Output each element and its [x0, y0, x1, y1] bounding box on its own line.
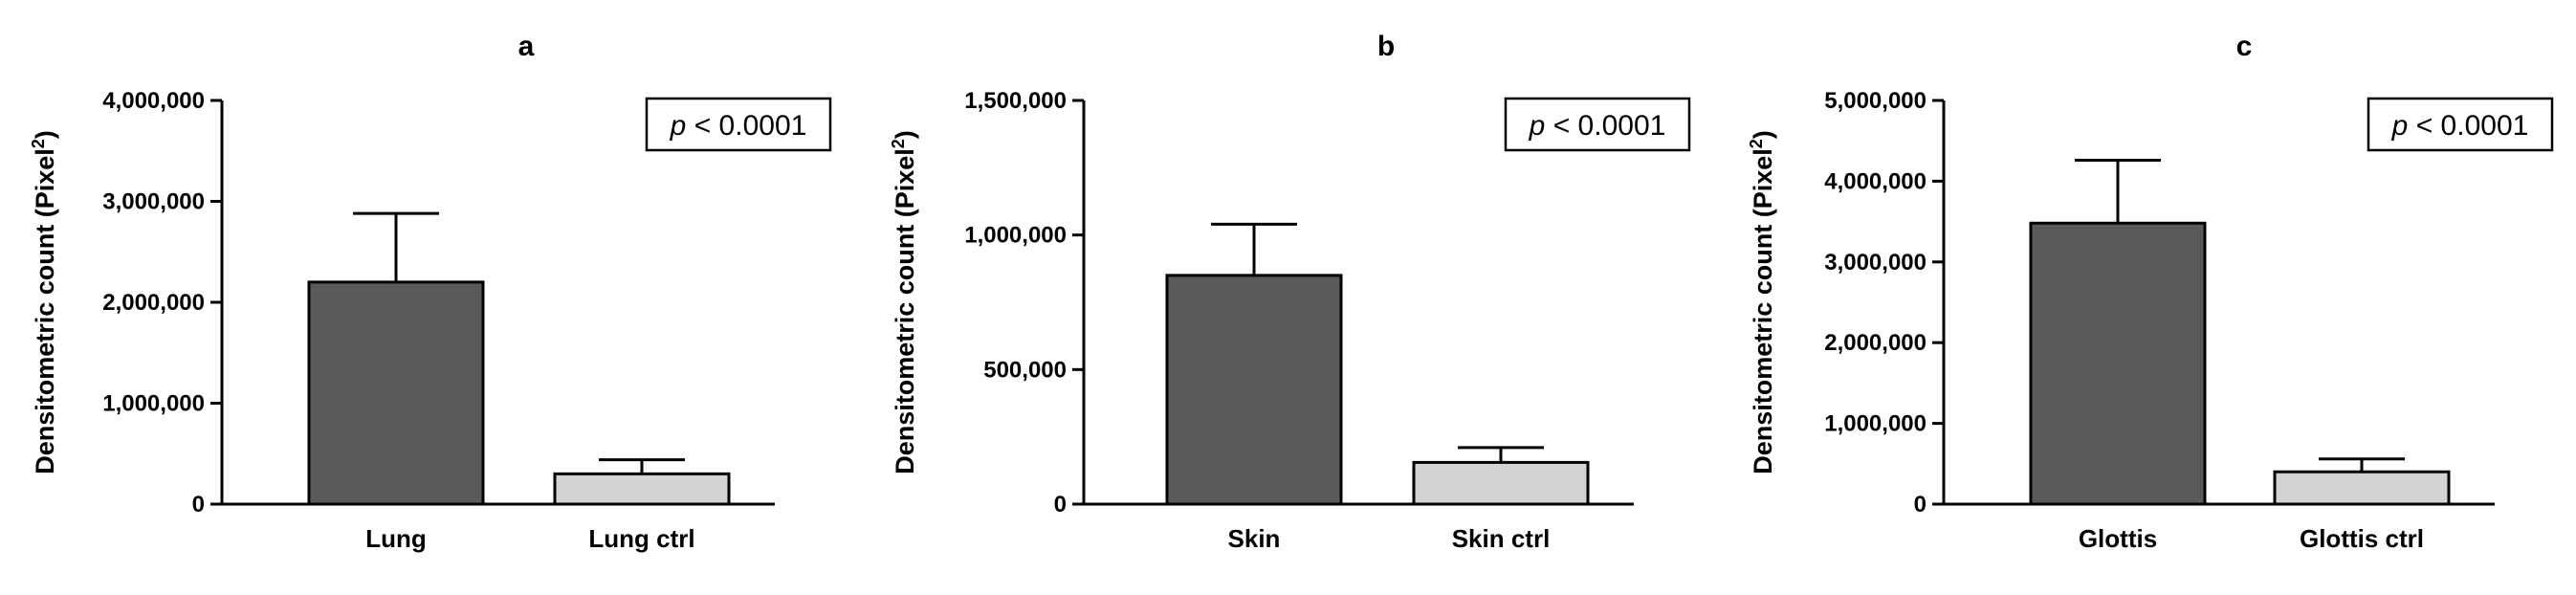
category-label-1: Glottis ctrl [2300, 524, 2424, 553]
y-tick-label: 3,000,000 [102, 189, 205, 215]
panel-title: a [518, 31, 535, 62]
y-tick-label: 4,000,000 [102, 88, 205, 114]
chart-panel-a: a Densitometric count (Pixel2) Lung Lung ct… [29, 31, 832, 553]
bar-1 [2273, 470, 2451, 506]
bar-1 [553, 472, 731, 506]
chart-panel-c: c Densitometric count (Pixel2) Glottis Glot… [1747, 31, 2554, 553]
panel-title: b [1377, 31, 1395, 62]
y-axis-label: Densitometric count (Pixel2) [29, 130, 59, 474]
p-value-box [1504, 97, 1691, 152]
p-value-box [2367, 97, 2554, 152]
p-value-annotation: p < 0.0001 [2391, 110, 2529, 142]
y-tick-label: 2,000,000 [102, 290, 205, 316]
y-tick-label: 1,000,000 [964, 223, 1067, 249]
y-tick-label: 1,000,000 [102, 391, 205, 417]
p-value-box [645, 97, 832, 152]
p-value-annotation: p < 0.0001 [670, 110, 807, 142]
y-axis-label: Densitometric count (Pixel2) [889, 130, 919, 474]
y-tick-label: 3,000,000 [1824, 250, 1926, 275]
y-tick-label: 500,000 [983, 357, 1067, 383]
y-tick-label: 0 [192, 492, 205, 518]
bar-0 [307, 280, 485, 506]
y-tick-label: 0 [1054, 492, 1067, 518]
bar-0 [2029, 221, 2207, 506]
p-value-annotation: p < 0.0001 [1529, 110, 1666, 142]
category-label-0: Lung [365, 524, 427, 553]
category-label-1: Lung ctrl [588, 524, 694, 553]
y-tick-label: 4,000,000 [1824, 168, 1926, 194]
y-tick-label: 5,000,000 [1824, 88, 1926, 114]
bar-1 [1412, 460, 1590, 506]
category-label-0: Glottis [2079, 524, 2157, 553]
y-tick-label: 1,500,000 [964, 88, 1067, 114]
category-label-0: Skin [1228, 524, 1281, 553]
panel-title: c [2236, 31, 2253, 62]
bar-0 [1165, 274, 1343, 506]
y-tick-label: 2,000,000 [1824, 330, 1926, 356]
y-axis-label: Densitometric count (Pixel2) [1747, 130, 1777, 474]
chart-panel-b: b Densitometric count (Pixel2) Skin Skin ct… [889, 31, 1691, 553]
category-label-1: Skin ctrl [1452, 524, 1551, 553]
y-tick-label: 0 [1914, 492, 1926, 518]
y-tick-label: 1,000,000 [1824, 411, 1926, 437]
